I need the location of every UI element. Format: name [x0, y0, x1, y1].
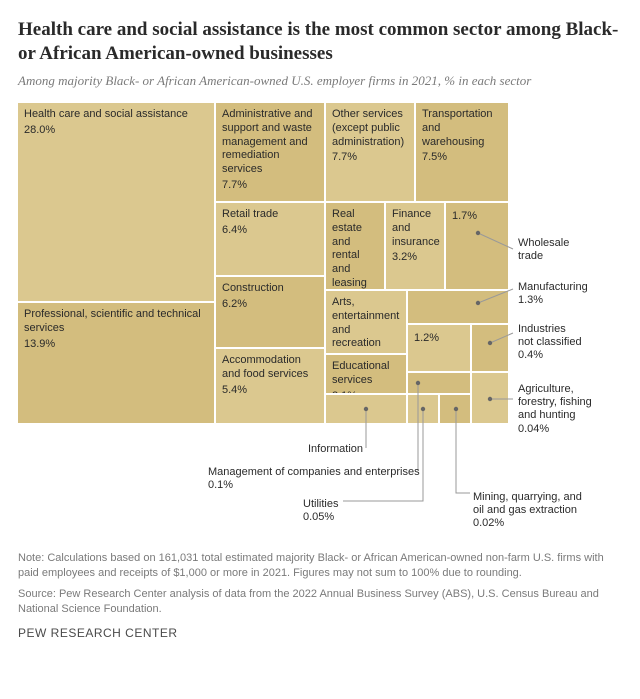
chart-title: Health care and social assistance is the… — [18, 18, 622, 66]
callout-line-manufacturing_c — [478, 289, 513, 303]
footer-brand: PEW RESEARCH CENTER — [18, 626, 622, 640]
callout-line-wholesale_c — [478, 233, 513, 249]
callout-dot-manufacturing_c — [476, 301, 480, 305]
callout-line-utilities_c — [343, 409, 423, 501]
callout-dot-information_c — [364, 407, 368, 411]
callout-dot-agriculture_c — [488, 397, 492, 401]
treemap-stage: Health care and social assistance28.0%Pr… — [18, 103, 622, 533]
callout-lines — [18, 103, 622, 533]
callout-line-notclassified_c — [490, 333, 513, 343]
chart-source: Source: Pew Research Center analysis of … — [18, 587, 622, 617]
callout-dot-notclassified_c — [488, 341, 492, 345]
callout-dot-utilities_c — [421, 407, 425, 411]
chart-note: Note: Calculations based on 161,031 tota… — [18, 551, 622, 581]
callout-dot-management_c — [416, 381, 420, 385]
callout-dot-mining_c — [454, 407, 458, 411]
chart-subtitle: Among majority Black- or African America… — [18, 72, 622, 90]
callout-dot-wholesale_c — [476, 231, 480, 235]
callout-line-mining_c — [456, 409, 470, 493]
